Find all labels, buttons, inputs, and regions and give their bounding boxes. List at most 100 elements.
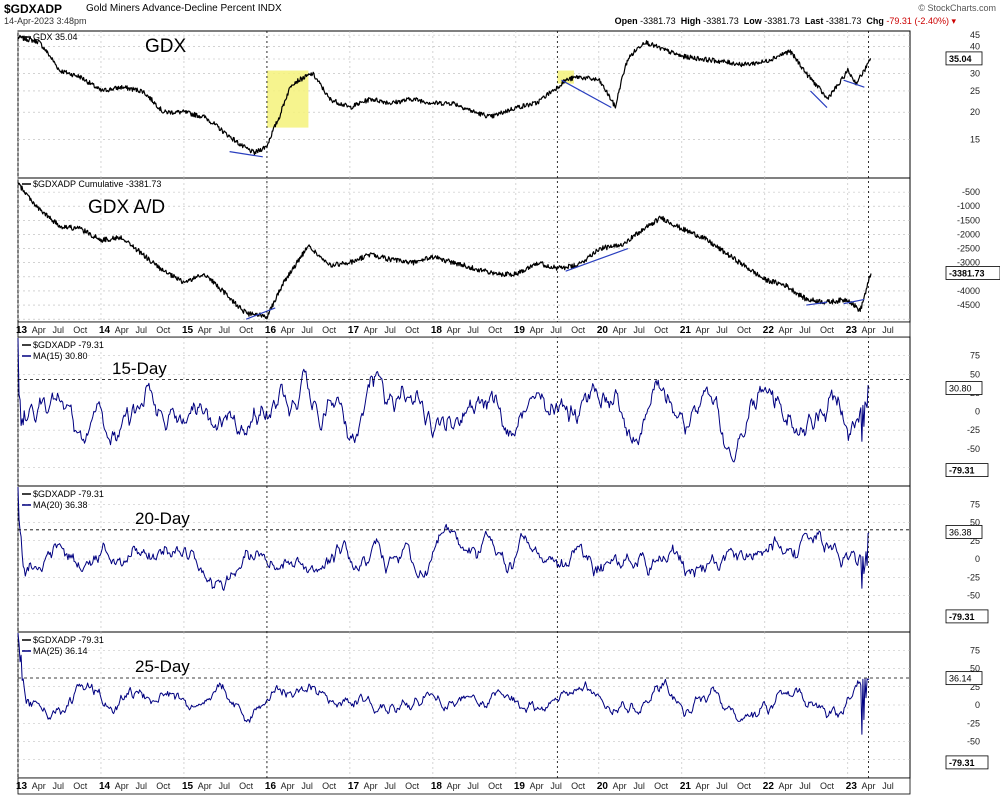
month-tick-label: Apr	[530, 325, 544, 335]
month-tick-label: Oct	[737, 781, 752, 791]
year-tick-label: 19	[514, 325, 526, 336]
trend-line	[245, 307, 276, 320]
time-axis-band	[17, 321, 911, 338]
y-tick-label: -3000	[957, 258, 980, 268]
month-tick-label: Jul	[882, 781, 894, 791]
y-tick-label: -1500	[957, 215, 980, 225]
month-tick-label: Apr	[613, 325, 627, 335]
ohlc-readout: Open -3381.73 High -3381.73 Low -3381.73…	[615, 16, 956, 27]
month-tick-label: Oct	[488, 325, 503, 335]
month-tick-label: Apr	[115, 781, 129, 791]
ma15-series-last-value-box	[945, 463, 989, 477]
gdxad-last-value-box	[945, 266, 1000, 280]
ma20-series-last-value-box	[945, 609, 989, 624]
gdx-last-value-box	[945, 51, 983, 66]
year-tick-label: 22	[763, 781, 775, 792]
year-tick-label: 21	[680, 325, 692, 336]
year-tick-label: 17	[348, 325, 360, 336]
month-tick-label: Jul	[218, 781, 230, 791]
ma20-legend-series: $GDXADP -79.31	[33, 489, 104, 499]
y-tick-label: 25	[970, 682, 980, 692]
month-tick-label: Apr	[447, 781, 461, 791]
y-tick-label: -2000	[957, 229, 980, 239]
month-tick-label: Oct	[322, 781, 337, 791]
y-tick-label: 0	[975, 554, 980, 564]
ma20-ma-last-value: 36.38	[949, 527, 972, 537]
month-tick-label: Jul	[218, 325, 230, 335]
month-tick-label: Jul	[882, 325, 894, 335]
month-tick-label: Apr	[530, 781, 544, 791]
ma15-series-last-value: -79.31	[949, 466, 975, 476]
y-tick-label: -50	[967, 591, 980, 601]
year-tick-label: 17	[348, 781, 360, 792]
y-tick-label: -4500	[957, 300, 980, 310]
trend-line	[810, 90, 828, 108]
month-tick-label: Jul	[301, 325, 313, 335]
ma25-annotation: 25-Day	[135, 657, 190, 676]
y-tick-label: 20	[970, 107, 980, 117]
year-tick-label: 14	[99, 781, 111, 792]
y-tick-label: 75	[970, 351, 980, 361]
month-tick-label: Oct	[73, 325, 88, 335]
month-tick-label: Jul	[799, 325, 811, 335]
month-tick-label: Oct	[405, 781, 420, 791]
ma20-series-last-value: -79.31	[949, 612, 975, 622]
trend-line	[843, 79, 865, 88]
month-tick-label: Apr	[862, 325, 876, 335]
trend-line	[229, 151, 263, 158]
month-tick-label: Jul	[550, 781, 562, 791]
ma25-series-last-value: -79.31	[949, 758, 975, 768]
month-tick-label: Apr	[696, 781, 710, 791]
y-tick-label: -25	[967, 718, 980, 728]
month-tick-label: Jul	[301, 781, 313, 791]
year-tick-label: 22	[763, 325, 775, 336]
chg-value: -79.31 (-2.40%)	[886, 16, 949, 26]
month-tick-label: Apr	[281, 325, 295, 335]
year-tick-label: 16	[265, 325, 277, 336]
month-tick-label: Jul	[716, 781, 728, 791]
month-tick-label: Jul	[716, 325, 728, 335]
y-tick-label: 75	[970, 645, 980, 655]
y-tick-label: -25	[967, 425, 980, 435]
high-label: High	[680, 16, 701, 26]
month-tick-label: Oct	[488, 781, 503, 791]
month-tick-label: Jul	[384, 325, 396, 335]
y-tick-label: 50	[970, 518, 980, 528]
month-tick-label: Jul	[633, 325, 645, 335]
open-value: -3381.73	[640, 16, 676, 26]
y-tick-label: -500	[962, 187, 980, 197]
month-tick-label: Oct	[405, 325, 420, 335]
gdx-price-line	[17, 34, 872, 156]
y-tick-label: 75	[970, 499, 980, 509]
month-tick-label: Apr	[32, 325, 46, 335]
chart-date: 14-Apr-2023 3:48pm	[4, 16, 87, 26]
year-tick-label: 23	[846, 325, 858, 336]
ma15-ma-last-value-box	[945, 381, 983, 395]
y-tick-label: -50	[967, 444, 980, 454]
year-tick-label: 13	[16, 781, 28, 792]
month-tick-label: Oct	[654, 325, 669, 335]
year-tick-label: 15	[182, 781, 194, 792]
ma15-oscillator-line	[17, 337, 870, 463]
symbol-description: Gold Miners Advance-Decline Percent INDX	[86, 3, 282, 14]
y-tick-label: -4000	[957, 286, 980, 296]
year-tick-label: 20	[597, 325, 609, 336]
month-tick-label: Oct	[156, 781, 171, 791]
ma25-series-last-value-box	[945, 755, 989, 770]
ma20-oscillator-line	[17, 486, 870, 591]
month-tick-label: Jul	[384, 781, 396, 791]
ma20-ma-last-value-box	[945, 525, 983, 539]
gdxad-annotation: GDX A/D	[88, 197, 165, 218]
month-tick-label: Oct	[156, 325, 171, 335]
y-tick-label: -1000	[957, 201, 980, 211]
month-tick-label: Jul	[467, 325, 479, 335]
chg-label: Chg	[866, 16, 884, 26]
ma25-oscillator-line	[17, 632, 870, 735]
month-tick-label: Jul	[467, 781, 479, 791]
month-tick-label: Jul	[52, 325, 64, 335]
time-axis-band	[17, 777, 911, 795]
year-tick-label: 13	[16, 325, 28, 336]
y-tick-label: 25	[970, 536, 980, 546]
symbol-title: $GDXADP	[4, 2, 63, 16]
